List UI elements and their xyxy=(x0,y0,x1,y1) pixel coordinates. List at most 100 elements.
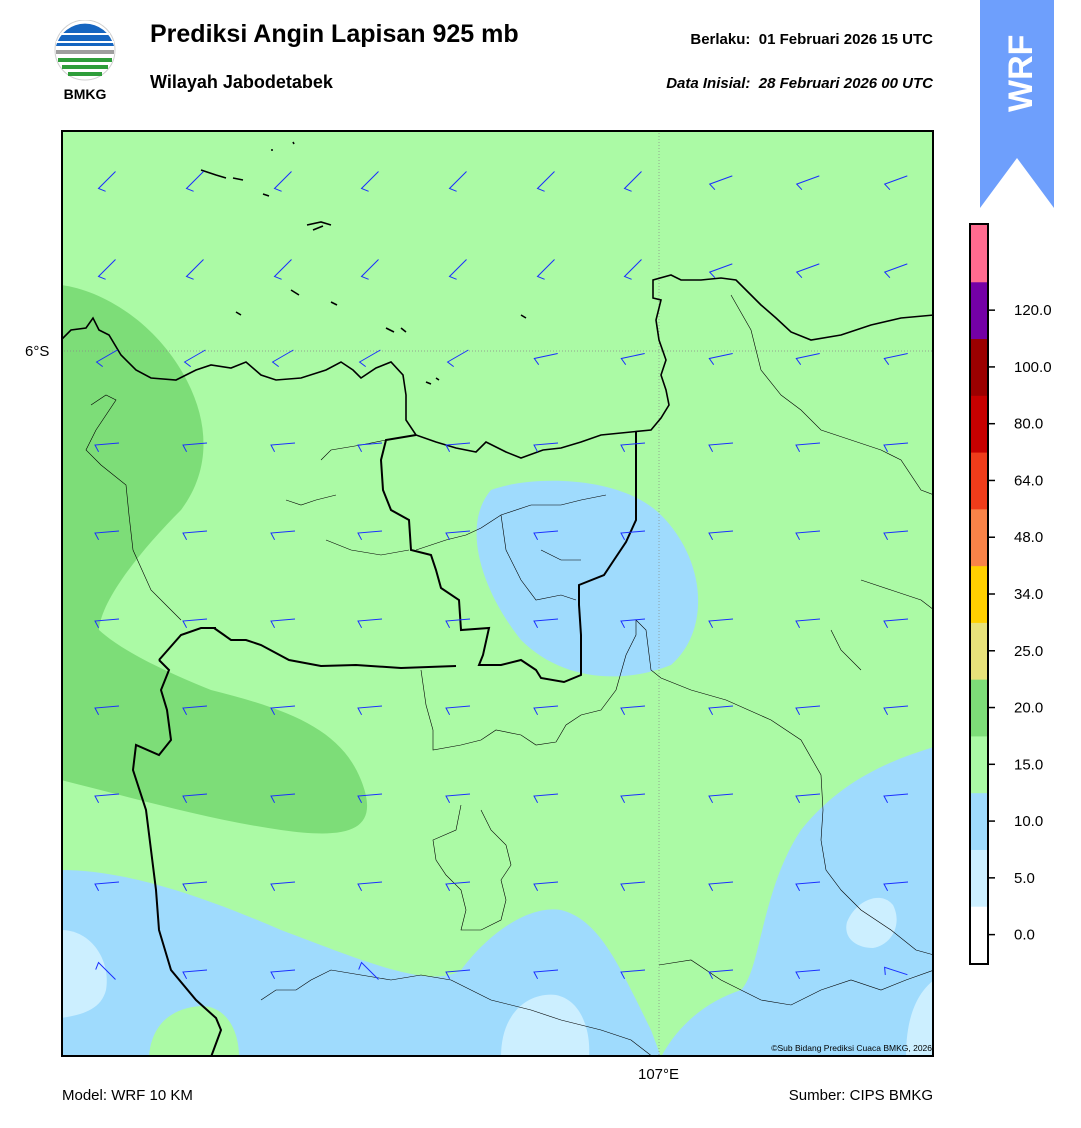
init-time: Data Inisial: 28 Februari 2026 00 UTC xyxy=(666,75,933,92)
wind-speed-zone-0-5-c xyxy=(846,897,897,948)
wind-barb xyxy=(360,259,379,280)
wind-barb xyxy=(357,530,383,541)
colorbar-label: 25.0 xyxy=(1014,643,1043,660)
wind-speed-zone-0-5-d xyxy=(906,980,934,1057)
wind-barb xyxy=(708,881,734,892)
wind-barb xyxy=(883,705,909,716)
wind-barb xyxy=(795,881,821,892)
wind-barb xyxy=(620,881,646,892)
wind-barb xyxy=(94,705,120,716)
wind-barb xyxy=(94,442,120,453)
wind-barb xyxy=(620,353,645,365)
wind-barb xyxy=(533,530,559,541)
longitude-label: 107°E xyxy=(638,1066,680,1083)
wind-barb xyxy=(708,175,733,191)
map-frame xyxy=(61,130,934,1057)
wind-barb xyxy=(883,263,908,279)
wind-speed-colorbar: 0.0 5.0 10.0 15.0 20.0 25.0 34.0 48.0 64.0 80.0 10… xyxy=(969,223,1052,965)
wind-barb xyxy=(883,353,908,365)
wind-barb xyxy=(533,442,559,453)
colorbar-label: 80.0 xyxy=(1014,416,1043,433)
wind-barb xyxy=(273,171,292,192)
wind-barb xyxy=(448,259,467,280)
colorbar-label: 10.0 xyxy=(1014,813,1043,830)
wind-barb xyxy=(185,259,204,280)
wind-barb xyxy=(620,969,646,980)
wind-barb xyxy=(357,442,383,453)
wind-barb xyxy=(446,349,469,367)
wind-barb xyxy=(533,969,559,980)
wind-barb xyxy=(795,705,821,716)
wind-barb xyxy=(623,171,642,192)
wind-barb xyxy=(445,881,471,892)
wind-barb xyxy=(536,171,555,192)
colorbar-segment xyxy=(971,906,987,964)
wind-barb xyxy=(182,442,208,453)
wind-barb xyxy=(358,349,381,367)
wind-barb xyxy=(708,442,734,453)
wind-barb xyxy=(182,793,208,804)
model-info: Model: WRF 10 KM xyxy=(62,1087,193,1104)
colorbar-segment xyxy=(971,225,987,283)
wind-map: ©Sub Bidang Prediksi Cuaca BMKG, 2026 xyxy=(61,130,934,1057)
wind-barb xyxy=(620,793,646,804)
wind-barb xyxy=(95,961,116,980)
colorbar-segment xyxy=(971,452,987,510)
wind-barb xyxy=(795,530,821,541)
wind-barb xyxy=(620,705,646,716)
wind-speed-zone-0-5-a xyxy=(61,930,107,1018)
colorbar-label: 120.0 xyxy=(1014,302,1052,319)
wind-barb xyxy=(883,175,908,191)
wind-barb xyxy=(795,793,821,804)
wind-barb xyxy=(795,969,821,980)
wind-speed-zone-15-20 xyxy=(61,285,368,834)
colorbar-segment xyxy=(971,565,987,623)
wind-barb xyxy=(883,881,909,892)
latitude-label: 6°S xyxy=(25,343,50,360)
wind-barb xyxy=(448,171,467,192)
wind-barb xyxy=(708,530,734,541)
wind-barb xyxy=(360,171,379,192)
colorbar-label: 34.0 xyxy=(1014,586,1043,603)
wind-barb xyxy=(708,618,734,629)
wind-barb xyxy=(273,259,292,280)
valid-time-value: 01 Februari 2026 15 UTC xyxy=(758,31,933,48)
coastline-north xyxy=(61,274,934,459)
wind-barb xyxy=(182,618,208,629)
colorbar-segment xyxy=(971,849,987,907)
wind-barb xyxy=(270,881,296,892)
wind-barb xyxy=(795,353,820,365)
wind-barb xyxy=(620,442,646,453)
wind-barb xyxy=(182,705,208,716)
wrf-banner: WRF xyxy=(980,0,1054,208)
wind-barb xyxy=(94,530,120,541)
colorbar-label: 0.0 xyxy=(1014,927,1035,944)
source-info: Sumber: CIPS BMKG xyxy=(788,1087,933,1104)
wind-barb xyxy=(270,705,296,716)
wind-barb xyxy=(270,969,296,980)
wind-barb xyxy=(270,793,296,804)
colorbar-segment xyxy=(971,281,987,340)
bmkg-logo: BMKG xyxy=(54,20,116,102)
wind-barb xyxy=(270,530,296,541)
wind-barb xyxy=(182,969,208,980)
wind-barb xyxy=(883,530,909,541)
wind-barb xyxy=(533,353,558,365)
valid-time-label: Berlaku: xyxy=(690,31,751,48)
wind-barb xyxy=(795,442,821,453)
wind-barb xyxy=(270,618,296,629)
colorbar-label: 5.0 xyxy=(1014,870,1035,887)
wind-barb xyxy=(182,530,208,541)
map-credit: ©Sub Bidang Prediksi Cuaca BMKG, 2026 xyxy=(771,1043,932,1053)
colorbar-frame xyxy=(969,223,989,965)
wind-barb xyxy=(884,966,908,976)
wind-barb xyxy=(708,263,733,279)
init-time-value: 28 Februari 2026 00 UTC xyxy=(758,75,933,92)
wind-barb xyxy=(883,442,909,453)
wind-barb xyxy=(533,705,559,716)
wind-speed-zone-5-10-southeast xyxy=(661,747,934,1057)
wind-barb xyxy=(708,353,733,365)
wind-barb xyxy=(445,793,471,804)
wind-barb xyxy=(883,618,909,629)
colorbar-label: 100.0 xyxy=(1014,359,1052,376)
